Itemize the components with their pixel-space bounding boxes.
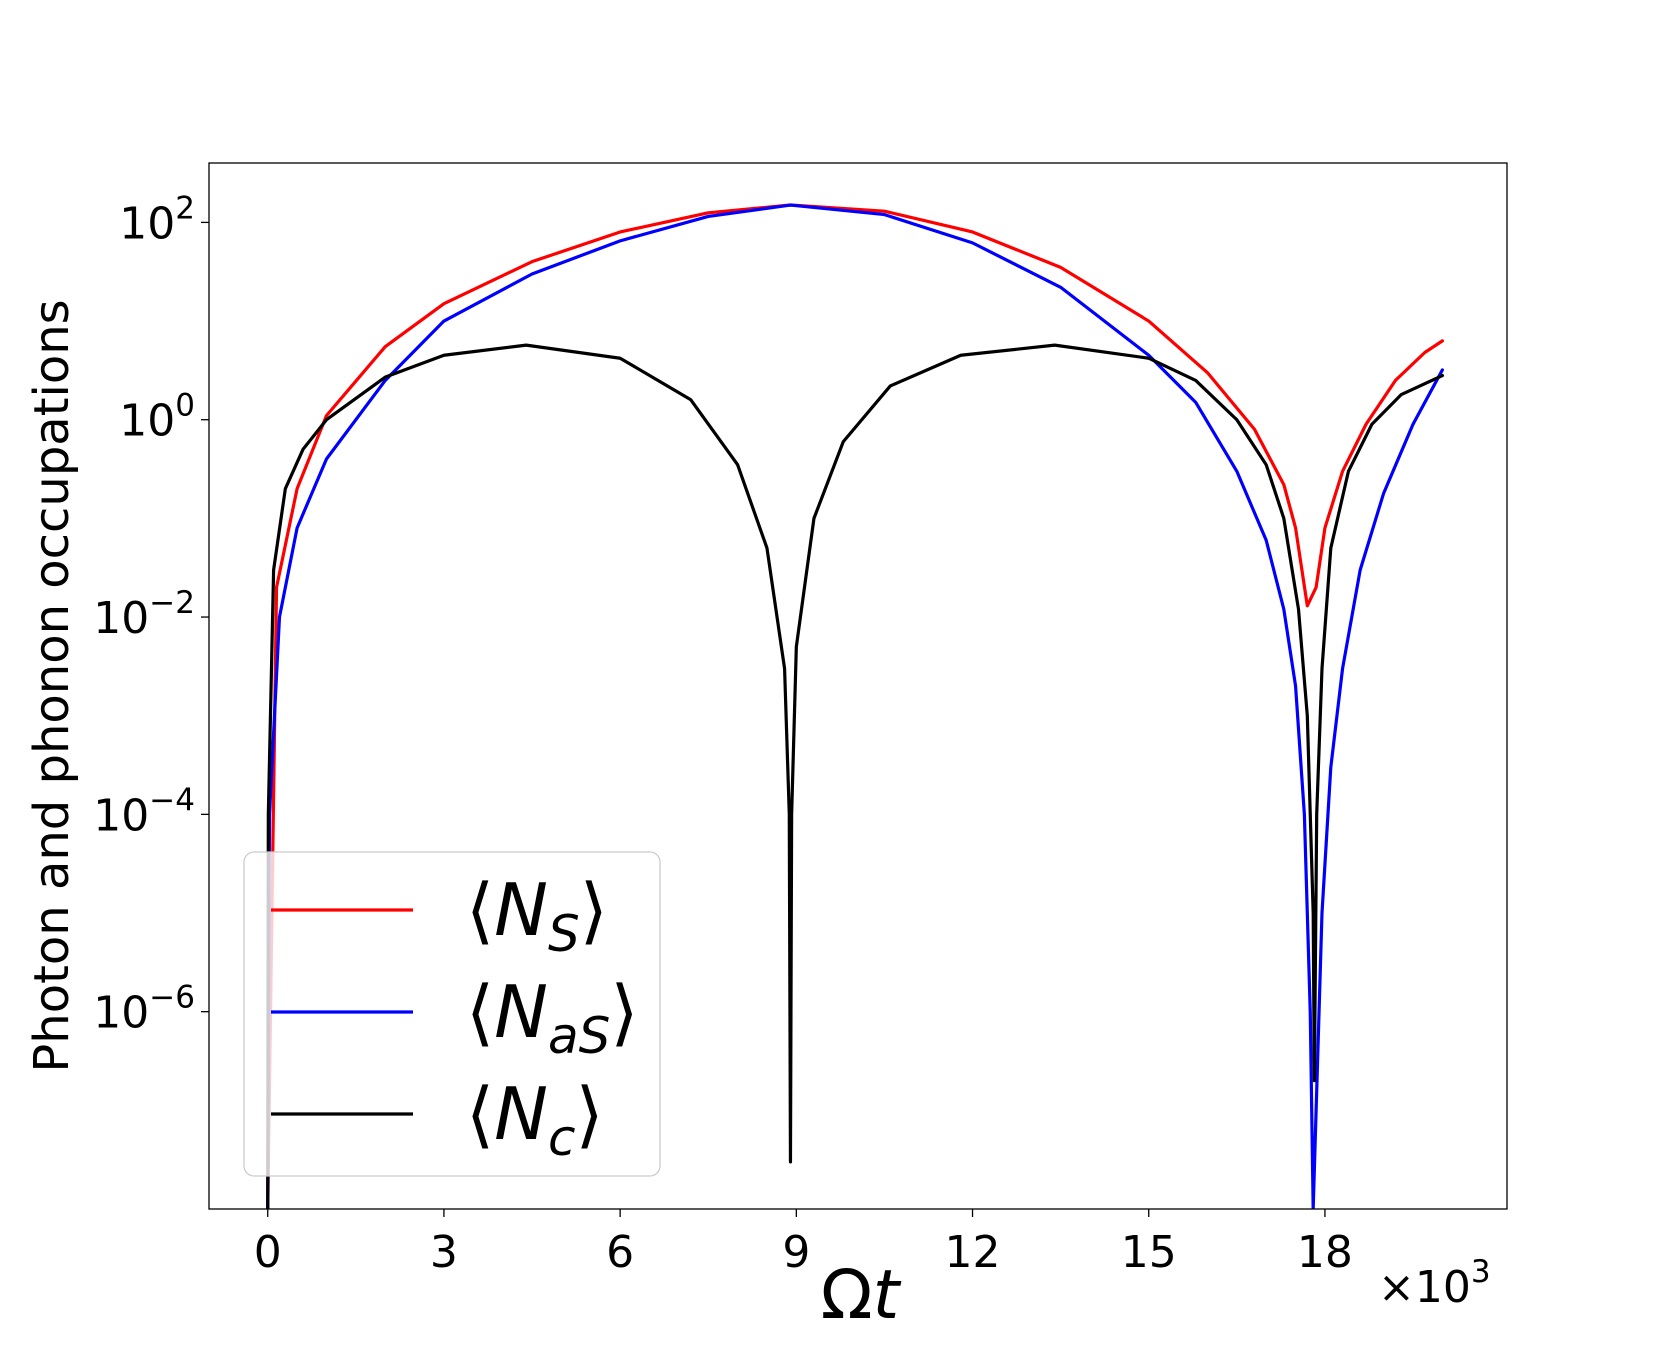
x-tick-label: 0 bbox=[254, 1227, 282, 1278]
x-tick-label: 3 bbox=[430, 1227, 458, 1278]
series-line-3 bbox=[266, 343, 1444, 1209]
y-tick-label: 10−6 bbox=[93, 980, 195, 1039]
plot-frame bbox=[208, 162, 1508, 1210]
y-tick-label: 100 bbox=[119, 388, 195, 447]
y-axis: 10−6 10−4 10−2 100 102 bbox=[93, 190, 209, 1039]
y-tick-label: 102 bbox=[119, 190, 195, 249]
y-tick-label: 10−2 bbox=[93, 585, 195, 644]
x-scale-offset: ×103 bbox=[1378, 1254, 1491, 1313]
legend-box bbox=[243, 851, 661, 1177]
x-tick-label: 6 bbox=[606, 1227, 634, 1278]
legend-label: ⟨NaS⟩ bbox=[466, 970, 638, 1065]
series-layer bbox=[266, 203, 1444, 1209]
x-tick-label: 15 bbox=[1121, 1227, 1177, 1278]
y-tick-label: 10−4 bbox=[93, 782, 195, 841]
y-axis-label: Photon and phonon occupations bbox=[24, 299, 80, 1072]
x-tick-label: 18 bbox=[1297, 1227, 1353, 1278]
x-axis-label: Ωt bbox=[821, 1256, 902, 1335]
x-tick-label: 12 bbox=[945, 1227, 1001, 1278]
legend-label: ⟨Nc⟩ bbox=[466, 1072, 604, 1167]
series-line-2 bbox=[266, 203, 1444, 1209]
legend: ⟨NS⟩⟨NaS⟩⟨Nc⟩ bbox=[243, 851, 661, 1177]
series-line-1 bbox=[266, 203, 1444, 1209]
x-axis: 0 3 6 9 12 15 18 bbox=[254, 1209, 1353, 1278]
legend-label: ⟨NS⟩ bbox=[466, 868, 608, 963]
x-tick-label: 9 bbox=[782, 1227, 810, 1278]
